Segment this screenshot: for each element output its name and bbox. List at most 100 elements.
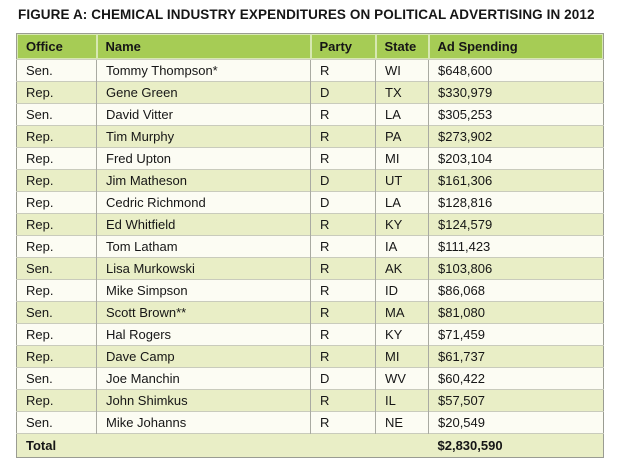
cell-spending: $128,816 bbox=[428, 191, 604, 214]
cell-party: R bbox=[310, 235, 376, 258]
cell-name: Joe Manchin bbox=[96, 367, 311, 390]
cell-state: WV bbox=[375, 367, 429, 390]
table-row: Rep. Hal Rogers R KY $71,459 bbox=[16, 323, 604, 346]
cell-state: NE bbox=[375, 411, 429, 434]
table-row: Rep. Mike Simpson R ID $86,068 bbox=[16, 279, 604, 302]
cell-name: David Vitter bbox=[96, 103, 311, 126]
cell-party: R bbox=[310, 389, 376, 412]
cell-state: LA bbox=[375, 103, 429, 126]
cell-name: John Shimkus bbox=[96, 389, 311, 412]
cell-office: Rep. bbox=[16, 345, 97, 368]
cell-office: Rep. bbox=[16, 235, 97, 258]
cell-state: WI bbox=[375, 59, 429, 82]
cell-state: PA bbox=[375, 125, 429, 148]
cell-spending: $71,459 bbox=[428, 323, 604, 346]
figure-title: FIGURE A: CHEMICAL INDUSTRY EXPENDITURES… bbox=[18, 7, 595, 22]
cell-name: Scott Brown** bbox=[96, 301, 311, 324]
cell-party: D bbox=[310, 367, 376, 390]
cell-office: Rep. bbox=[16, 125, 97, 148]
cell-name: Tommy Thompson* bbox=[96, 59, 311, 82]
table-row: Rep. Gene Green D TX $330,979 bbox=[16, 81, 604, 104]
table-row: Sen. Mike Johanns R NE $20,549 bbox=[16, 411, 604, 434]
cell-state: TX bbox=[375, 81, 429, 104]
cell-office: Sen. bbox=[26, 63, 53, 78]
cell-office: Rep. bbox=[16, 81, 97, 104]
cell-name: Tim Murphy bbox=[96, 125, 311, 148]
column-header-spending: Ad Spending bbox=[428, 33, 604, 60]
cell-state: KY bbox=[375, 213, 429, 236]
cell-party: R bbox=[310, 125, 376, 148]
table-row: Sen. Tommy Thompson* R WI $648,600 bbox=[16, 59, 604, 82]
table-row: Sen. David Vitter R LA $305,253 bbox=[16, 103, 604, 126]
cell-party: D bbox=[310, 81, 376, 104]
cell-spending: $20,549 bbox=[428, 411, 604, 434]
cell-spending: $103,806 bbox=[428, 257, 604, 280]
ad-spending-table: Office Name Party State Ad Spending Sen.… bbox=[16, 33, 604, 458]
column-header-office: Office bbox=[16, 33, 97, 60]
header-row: Office Name Party State Ad Spending bbox=[16, 33, 604, 60]
total-label: Total bbox=[16, 433, 429, 458]
cell-office: Sen. bbox=[16, 367, 97, 390]
column-header-name: Name bbox=[96, 33, 311, 60]
cell-name: Hal Rogers bbox=[96, 323, 311, 346]
cell-spending: $81,080 bbox=[428, 301, 604, 324]
total-value: $2,830,590 bbox=[428, 433, 604, 458]
table-row: Rep. Fred Upton R MI $203,104 bbox=[16, 147, 604, 170]
table-row: Rep. Ed Whitfield R KY $124,579 bbox=[16, 213, 604, 236]
column-header-state: State bbox=[375, 33, 429, 60]
table-row: Rep. Cedric Richmond D LA $128,816 bbox=[16, 191, 604, 214]
cell-spending: $203,104 bbox=[428, 147, 604, 170]
cell-name: Cedric Richmond bbox=[96, 191, 311, 214]
cell-spending: $305,253 bbox=[428, 103, 604, 126]
table-row: Rep. Tim Murphy R PA $273,902 bbox=[16, 125, 604, 148]
cell-state: IA bbox=[375, 235, 429, 258]
cell-office: Sen. bbox=[16, 411, 97, 434]
cell-state: ID bbox=[375, 279, 429, 302]
cell-state: MI bbox=[375, 345, 429, 368]
cell-state: AK bbox=[375, 257, 429, 280]
cell-state: LA bbox=[375, 191, 429, 214]
total-row: Total $2,830,590 bbox=[16, 433, 604, 458]
cell-spending: $648,600 bbox=[428, 59, 604, 82]
cell-party: R bbox=[310, 213, 376, 236]
cell-office: Rep. bbox=[16, 213, 97, 236]
cell-name: Dave Camp bbox=[96, 345, 311, 368]
cell-office: Sen. bbox=[16, 103, 97, 126]
table-row: Sen. Scott Brown** R MA $81,080 bbox=[16, 301, 604, 324]
cell-name: Lisa Murkowski bbox=[96, 257, 311, 280]
cell-name: Jim Matheson bbox=[96, 169, 311, 192]
cell-party: R bbox=[310, 411, 376, 434]
cell-spending: $330,979 bbox=[428, 81, 604, 104]
cell-office: Rep. bbox=[16, 147, 97, 170]
column-header-party: Party bbox=[310, 33, 376, 60]
cell-party: R bbox=[310, 147, 376, 170]
table-row: Rep. Dave Camp R MI $61,737 bbox=[16, 345, 604, 368]
cell-party: R bbox=[310, 59, 376, 82]
cell-name: Fred Upton bbox=[96, 147, 311, 170]
cell-office: Rep. bbox=[16, 389, 97, 412]
cell-name: Ed Whitfield bbox=[96, 213, 311, 236]
cell-name: Gene Green bbox=[96, 81, 311, 104]
cell-office: Rep. bbox=[16, 279, 97, 302]
cell-name: Mike Simpson bbox=[96, 279, 311, 302]
cell-spending: $111,423 bbox=[428, 235, 604, 258]
cell-state: MA bbox=[375, 301, 429, 324]
cell-spending: $124,579 bbox=[428, 213, 604, 236]
cell-office: Rep. bbox=[16, 191, 97, 214]
cell-office: Sen. bbox=[16, 257, 97, 280]
table-row: Sen. Lisa Murkowski R AK $103,806 bbox=[16, 257, 604, 280]
cell-office: Sen. bbox=[16, 301, 97, 324]
cell-spending: $273,902 bbox=[428, 125, 604, 148]
cell-party: R bbox=[310, 323, 376, 346]
cell-office: Rep. bbox=[16, 169, 97, 192]
cell-state: KY bbox=[375, 323, 429, 346]
table-row: Sen. Joe Manchin D WV $60,422 bbox=[16, 367, 604, 390]
cell-spending: $57,507 bbox=[428, 389, 604, 412]
cell-spending: $61,737 bbox=[428, 345, 604, 368]
cell-party: D bbox=[310, 169, 376, 192]
cell-spending: $60,422 bbox=[428, 367, 604, 390]
cell-spending: $161,306 bbox=[428, 169, 604, 192]
cell-party: R bbox=[310, 103, 376, 126]
table-row: Rep. John Shimkus R IL $57,507 bbox=[16, 389, 604, 412]
